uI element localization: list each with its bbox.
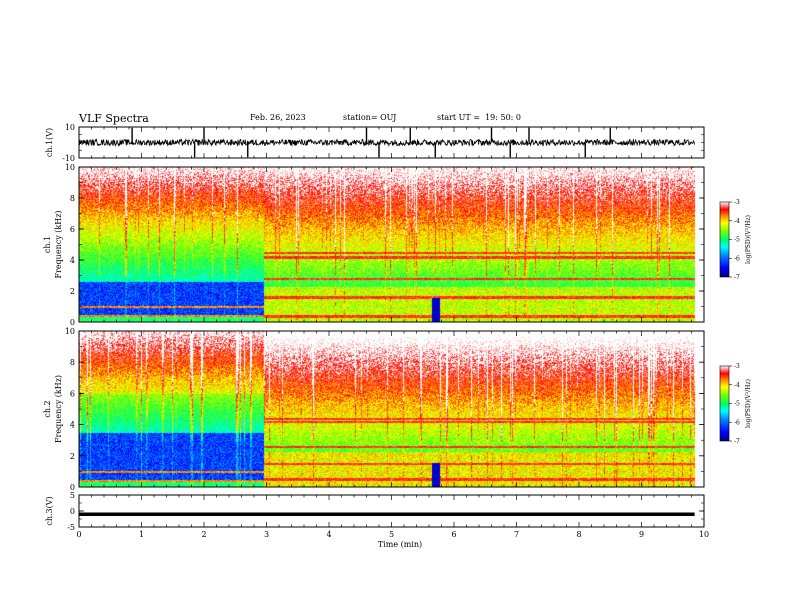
ch1-spectrogram-channel-label: ch.1 <box>43 236 52 253</box>
header-start-time: start UT = 19: 50: 0 <box>437 113 522 122</box>
ch2-spectrogram-channel-label: ch.2 <box>43 400 52 417</box>
x-tick-label: 8 <box>576 530 581 539</box>
y-tick-label: 2 <box>70 287 75 296</box>
ch1-spectrogram-image <box>79 167 704 322</box>
colorbar-tick-label: -4 <box>734 218 740 225</box>
x-tick-label: 2 <box>201 530 206 539</box>
colorbar-tick-label: -3 <box>734 199 740 206</box>
ch2-spectrogram-ylabel: Frequency (kHz) <box>54 375 63 443</box>
colorbar-tick-label: -4 <box>734 382 740 389</box>
x-tick-label: 0 <box>76 530 81 539</box>
y-tick-label: -5 <box>67 523 75 532</box>
y-tick-label: 4 <box>70 421 75 430</box>
colorbar-label: log(PSD)(V²/Hz) <box>745 379 752 428</box>
ch1-colorbar <box>719 201 730 278</box>
colorbar-tick-label: -7 <box>734 438 740 445</box>
ch3-waveform-ylabel: ch.3(V) <box>45 496 54 525</box>
ch1-spectrogram-ylabel: Frequency (kHz) <box>54 210 63 278</box>
x-tick-label: 7 <box>514 530 519 539</box>
y-tick-label: 10 <box>65 123 75 132</box>
y-tick-label: 0 <box>70 507 75 516</box>
y-tick-label: 10 <box>65 163 75 172</box>
y-tick-label: 5 <box>70 491 75 500</box>
y-tick-label: 4 <box>70 256 75 265</box>
header-station: station= OUJ <box>343 113 397 122</box>
colorbar-tick-label: -7 <box>734 274 740 281</box>
x-tick-label: 1 <box>139 530 144 539</box>
x-tick-label: 9 <box>639 530 644 539</box>
y-tick-label: 8 <box>70 194 75 203</box>
y-tick-label: 2 <box>70 452 75 461</box>
y-tick-label: 0 <box>70 318 75 327</box>
colorbar-tick-label: -5 <box>734 401 740 408</box>
x-tick-label: 5 <box>389 530 394 539</box>
x-tick-label: 4 <box>326 530 331 539</box>
ch2-spectrogram-image <box>79 331 704 487</box>
y-tick-label: -10 <box>62 154 75 163</box>
x-axis-label: Time (min) <box>378 540 422 549</box>
ch2-colorbar <box>719 365 730 442</box>
colorbar-tick-label: -5 <box>734 237 740 244</box>
ch1-waveform-line <box>78 137 696 148</box>
colorbar-tick-label: -6 <box>734 419 740 426</box>
ch1-waveform-ylabel: ch.1(V) <box>45 128 54 157</box>
chart-title: VLF Spectra <box>79 112 149 125</box>
colorbar-tick-label: -6 <box>734 255 740 262</box>
colorbar-tick-label: -3 <box>734 363 740 370</box>
y-tick-label: 6 <box>70 389 75 398</box>
y-tick-label: 0 <box>70 483 75 492</box>
x-tick-label: 6 <box>451 530 456 539</box>
colorbar-label: log(PSD)(V²/Hz) <box>745 215 752 264</box>
header-date: Feb. 26, 2023 <box>250 113 306 122</box>
x-tick-label: 10 <box>699 530 709 539</box>
y-tick-label: 10 <box>65 327 75 336</box>
x-tick-label: 3 <box>264 530 269 539</box>
y-tick-label: 6 <box>70 225 75 234</box>
y-tick-label: 8 <box>70 358 75 367</box>
